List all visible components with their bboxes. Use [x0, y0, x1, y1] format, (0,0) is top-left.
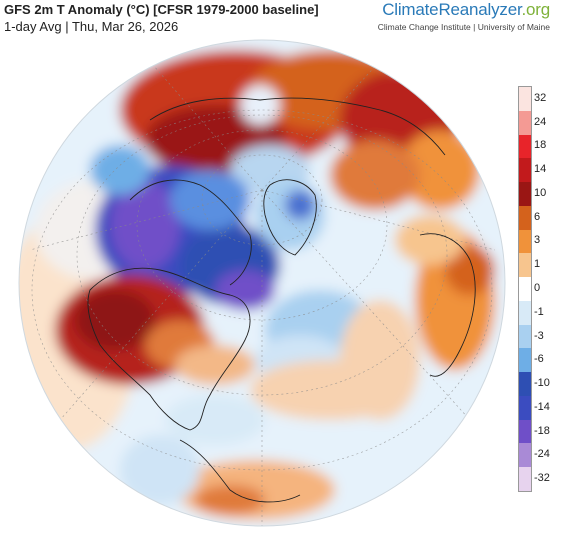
legend-label: -32 — [534, 472, 550, 485]
legend-swatch — [519, 277, 531, 301]
legend-swatch — [519, 324, 531, 349]
brand-reanalyzer: Reanalyzer — [438, 0, 522, 19]
legend-label: -24 — [534, 448, 550, 461]
legend-label: 18 — [534, 139, 547, 152]
legend-swatch — [519, 110, 531, 135]
legend-label: -10 — [534, 377, 550, 390]
legend-label: 32 — [534, 91, 547, 104]
brand-org: .org — [521, 0, 551, 19]
map-title: GFS 2m T Anomaly (°C) [CFSR 1979-2000 ba… — [4, 2, 319, 17]
legend-label: 24 — [534, 115, 547, 128]
globe-outline — [18, 39, 506, 527]
legend-label: 1 — [534, 258, 541, 271]
brand-logo[interactable]: ClimateReanalyzer.org — [382, 0, 550, 20]
legend-swatch — [519, 372, 531, 396]
legend-label: -3 — [534, 329, 544, 342]
brand-climate: Climate — [382, 0, 439, 19]
legend-swatch — [519, 395, 531, 420]
legend-swatch — [519, 182, 531, 206]
legend-label: 6 — [534, 210, 541, 223]
legend-swatch — [519, 253, 531, 277]
legend-swatch — [519, 158, 531, 182]
legend-swatch — [519, 443, 531, 467]
legend-swatch — [519, 419, 531, 444]
graticule — [29, 49, 496, 526]
legend-label: 14 — [534, 163, 547, 176]
globe-map[interactable] — [0, 0, 515, 543]
legend-swatch — [519, 134, 531, 159]
map-subtitle: 1-day Avg | Thu, Mar 26, 2026 — [4, 19, 179, 34]
color-legend-labels: 32 24 18 14 10 6 3 1 0 -1 -3 -6 -10 -14 -18 -24 -32 — [534, 86, 562, 490]
legend-label: 10 — [534, 186, 547, 199]
legend-swatch — [519, 229, 531, 254]
legend-swatch — [519, 300, 531, 325]
legend-swatch — [519, 205, 531, 230]
brand-affiliation: Climate Change Institute | University of… — [377, 22, 550, 32]
legend-swatch — [519, 87, 531, 111]
color-legend-bar — [518, 86, 532, 492]
legend-label: -6 — [534, 353, 544, 366]
legend-label: -18 — [534, 424, 550, 437]
legend-label: -14 — [534, 400, 550, 413]
legend-swatch — [519, 467, 531, 491]
coastlines — [87, 97, 476, 503]
legend-swatch — [519, 348, 531, 372]
legend-label: 0 — [534, 282, 541, 294]
legend-label: 3 — [534, 234, 541, 247]
legend-label: -1 — [534, 305, 544, 318]
